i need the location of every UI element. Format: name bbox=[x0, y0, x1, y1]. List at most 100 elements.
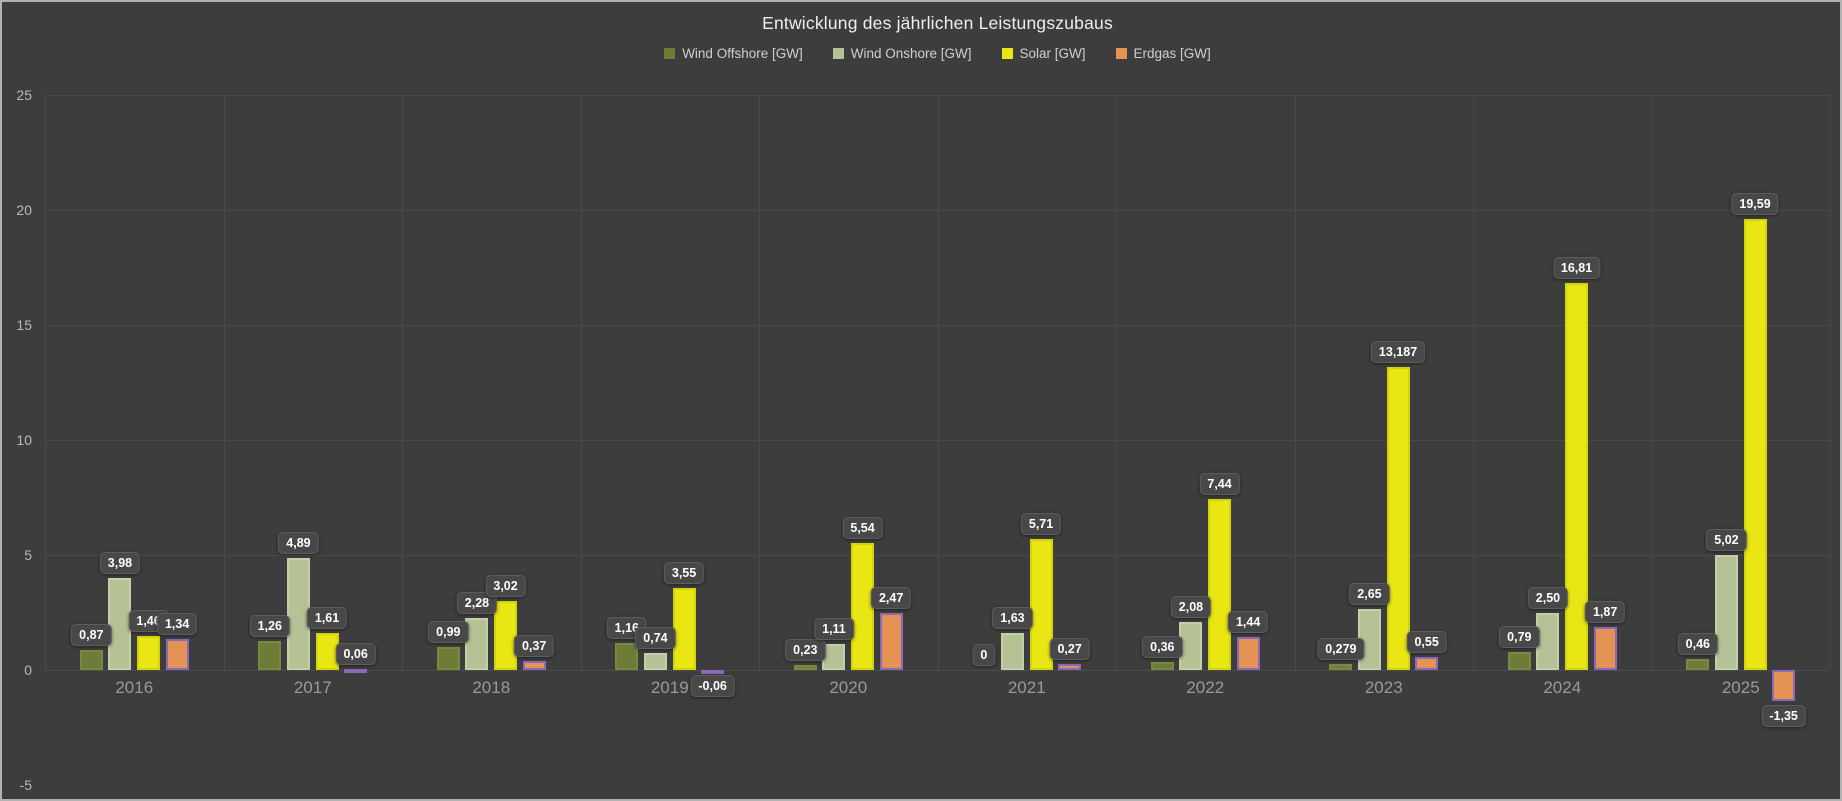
plot-area: 0,87 1,26 0,99 1,16 0,23 0 0,36 0,279 0,79 0,46 3,… bbox=[45, 95, 1831, 785]
gridline bbox=[1652, 95, 1653, 670]
legend-item-wind-offshore[interactable]: Wind Offshore [GW] bbox=[664, 46, 803, 61]
value-label-erdgas-2020: 2,47 bbox=[870, 587, 912, 610]
bar-wind-onshore-2018 bbox=[465, 617, 489, 670]
value-label-wind-onshore-2019: 0,74 bbox=[635, 626, 676, 649]
legend-item-wind-onshore[interactable]: Wind Onshore [GW] bbox=[832, 46, 972, 61]
gridline bbox=[45, 440, 1830, 441]
legend-item-solar[interactable]: Solar [GW] bbox=[1001, 46, 1086, 61]
value-label-erdgas-2021: 0,27 bbox=[1049, 637, 1090, 660]
legend-swatch-icon bbox=[1001, 48, 1013, 59]
bar-erdgas-2025 bbox=[1772, 670, 1796, 702]
gridline bbox=[1830, 95, 1831, 670]
legend-swatch-icon bbox=[1115, 48, 1127, 59]
gridline bbox=[45, 210, 1830, 211]
value-label-wind-offshore-2022: 0,36 bbox=[1142, 635, 1183, 658]
x-tick-label-2023: 2023 bbox=[1364, 678, 1403, 697]
gridline bbox=[759, 95, 760, 670]
y-tick-label: 5 bbox=[24, 547, 32, 563]
value-label-wind-onshore-2017: 4,89 bbox=[278, 531, 319, 554]
bar-wind-offshore-2019 bbox=[615, 643, 639, 670]
x-tick-label-2019: 2019 bbox=[650, 678, 689, 697]
legend-label: Wind Onshore [GW] bbox=[850, 46, 972, 61]
value-label-erdgas-2016: 1,34 bbox=[156, 613, 198, 636]
value-label-wind-offshore-2021: 0 bbox=[972, 644, 996, 666]
y-tick-label: 0 bbox=[24, 662, 32, 678]
x-tick-label-2018: 2018 bbox=[472, 678, 511, 697]
gridline bbox=[1295, 95, 1296, 670]
gridline bbox=[938, 95, 939, 670]
bar-erdgas-2019 bbox=[701, 670, 725, 674]
bar-erdgas-2022 bbox=[1236, 636, 1260, 670]
x-tick-label-2021: 2021 bbox=[1007, 678, 1046, 697]
y-tick-label: -5 bbox=[19, 777, 32, 793]
value-label-solar-2019: 3,55 bbox=[663, 562, 705, 585]
bar-wind-offshore-2024 bbox=[1507, 651, 1531, 670]
legend: Wind Offshore [GW] Wind Onshore [GW] Solar… bbox=[45, 46, 1830, 61]
value-label-erdgas-2017: 0,06 bbox=[335, 642, 376, 665]
gridline bbox=[402, 95, 403, 670]
bar-solar-2021 bbox=[1029, 538, 1053, 670]
value-label-wind-onshore-2024: 2,50 bbox=[1527, 586, 1569, 609]
value-label-solar-2018: 3,02 bbox=[485, 574, 526, 597]
bar-solar-2023 bbox=[1386, 366, 1410, 670]
y-tick-label: 25 bbox=[16, 87, 32, 103]
value-label-wind-onshore-2016: 3,98 bbox=[99, 552, 141, 575]
value-label-wind-onshore-2021: 1,63 bbox=[992, 606, 1033, 629]
value-label-wind-onshore-2023: 2,65 bbox=[1349, 583, 1390, 606]
bar-solar-2022 bbox=[1208, 498, 1232, 670]
value-label-solar-2025: 19,59 bbox=[1731, 193, 1779, 216]
bar-erdgas-2017 bbox=[344, 668, 368, 673]
legend-item-erdgas[interactable]: Erdgas [GW] bbox=[1115, 46, 1211, 61]
gridline bbox=[581, 95, 582, 670]
legend-swatch-icon bbox=[664, 48, 676, 59]
bar-wind-onshore-2024 bbox=[1536, 612, 1560, 670]
bar-erdgas-2021 bbox=[1058, 663, 1082, 670]
bar-wind-onshore-2021 bbox=[1000, 632, 1024, 670]
bar-wind-offshore-2016 bbox=[79, 649, 103, 670]
value-label-solar-2023: 13,187 bbox=[1370, 340, 1426, 363]
x-tick-label-2017: 2017 bbox=[293, 678, 332, 697]
bar-wind-offshore-2025 bbox=[1686, 659, 1710, 670]
x-tick-label-2024: 2024 bbox=[1543, 678, 1582, 697]
bar-wind-onshore-2019 bbox=[643, 652, 667, 670]
value-label-wind-offshore-2016: 0,87 bbox=[71, 623, 112, 646]
value-label-wind-offshore-2017: 1,26 bbox=[249, 615, 291, 638]
x-tick-label-2016: 2016 bbox=[115, 678, 154, 697]
gridline bbox=[45, 325, 1830, 326]
bar-solar-2016 bbox=[137, 636, 161, 670]
bar-erdgas-2016 bbox=[165, 639, 189, 670]
bar-wind-offshore-2018 bbox=[436, 647, 460, 670]
y-tick-label: 10 bbox=[16, 432, 32, 448]
gridline bbox=[45, 95, 46, 670]
bar-wind-offshore-2017 bbox=[258, 641, 282, 670]
bar-wind-onshore-2022 bbox=[1179, 622, 1203, 670]
value-label-solar-2022: 7,44 bbox=[1199, 472, 1240, 495]
value-label-wind-onshore-2022: 2,08 bbox=[1170, 596, 1212, 619]
x-tick-label-2022: 2022 bbox=[1186, 678, 1225, 697]
value-label-solar-2020: 5,54 bbox=[842, 516, 883, 539]
value-label-erdgas-2019: -0,06 bbox=[690, 675, 735, 698]
gridline bbox=[45, 95, 1830, 96]
bar-erdgas-2023 bbox=[1415, 657, 1439, 670]
value-label-wind-offshore-2023: 0,279 bbox=[1317, 637, 1365, 660]
value-label-wind-offshore-2018: 0,99 bbox=[428, 621, 469, 644]
bar-solar-2018 bbox=[494, 600, 518, 670]
x-tick-label-2020: 2020 bbox=[829, 678, 868, 697]
legend-label: Wind Offshore [GW] bbox=[682, 46, 803, 61]
x-tick-label-2025: 2025 bbox=[1721, 678, 1760, 697]
value-label-wind-offshore-2025: 0,46 bbox=[1677, 633, 1719, 656]
value-label-wind-offshore-2024: 0,79 bbox=[1499, 625, 1540, 648]
y-tick-label: 15 bbox=[16, 317, 32, 333]
value-label-erdgas-2023: 0,55 bbox=[1406, 631, 1447, 654]
value-label-solar-2021: 5,71 bbox=[1020, 512, 1062, 535]
bar-wind-offshore-2022 bbox=[1150, 661, 1174, 670]
bar-solar-2025 bbox=[1743, 219, 1767, 670]
bar-wind-onshore-2020 bbox=[822, 644, 846, 670]
bar-solar-2019 bbox=[672, 588, 696, 670]
value-label-solar-2017: 1,61 bbox=[306, 606, 348, 629]
value-label-wind-offshore-2020: 0,23 bbox=[785, 638, 826, 661]
chart-title: Entwicklung des jährlichen Leistungszuba… bbox=[762, 13, 1113, 33]
y-tick-label: 20 bbox=[16, 202, 32, 218]
bar-erdgas-2024 bbox=[1593, 626, 1617, 670]
